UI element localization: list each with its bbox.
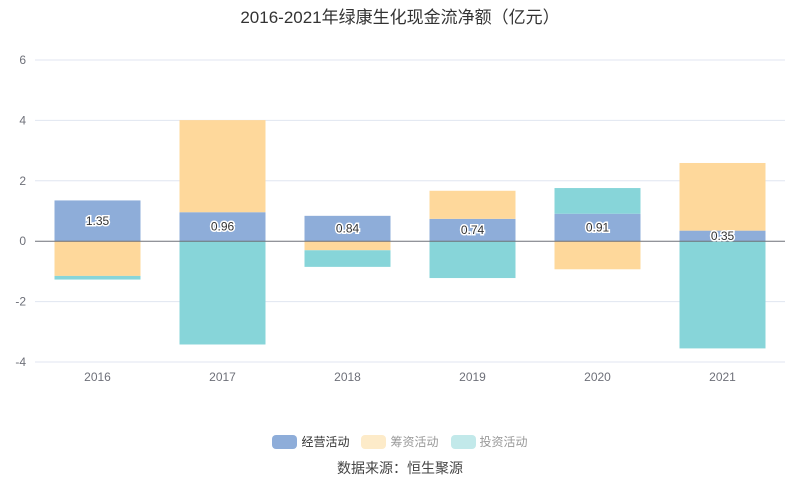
x-tick-label: 2017: [209, 370, 236, 384]
x-tick-label: 2020: [584, 370, 611, 384]
bar-0-2019: [429, 218, 516, 242]
bar-2-2019: [429, 241, 516, 279]
bar-1-2018: [304, 241, 391, 251]
legend-item[interactable]: 经营活动: [272, 433, 349, 450]
bar-1-2016: [54, 241, 141, 276]
x-tick-label: 2018: [334, 370, 361, 384]
x-tick-label: 2021: [709, 370, 736, 384]
data-label: 0.91: [586, 220, 610, 234]
legend-swatch: [272, 434, 298, 449]
data-label: 0.35: [711, 229, 735, 243]
data-label: 0.84: [336, 222, 360, 236]
data-label: 1.35: [86, 214, 110, 228]
bar-1-2020: [554, 241, 641, 270]
bar-1-2017: [179, 120, 266, 213]
legend-label: 经营活动: [301, 435, 350, 449]
bar-1-2019: [429, 190, 516, 219]
legend: 经营活动 筹资活动 投资活动: [0, 433, 800, 450]
bar-2-2017: [179, 241, 266, 345]
legend-swatch: [361, 434, 387, 449]
bar-0-2020: [554, 213, 641, 242]
legend-label: 投资活动: [479, 435, 528, 449]
data-source: 数据来源：恒生聚源: [337, 460, 463, 476]
y-tick-label: 6: [19, 53, 26, 67]
bar-0-2021: [679, 230, 766, 242]
y-tick-label: 2: [19, 174, 26, 188]
bar-2-2020: [554, 188, 641, 214]
legend-label: 筹资活动: [390, 435, 439, 449]
bar-2-2018: [304, 250, 391, 267]
y-tick-label: -4: [15, 355, 26, 369]
legend-item[interactable]: 筹资活动: [361, 433, 439, 450]
data-label: 0.96: [211, 220, 235, 234]
y-tick-label: 0: [19, 234, 26, 248]
bar-2-2021: [679, 241, 766, 349]
bar-1-2021: [679, 162, 766, 231]
plot-area: -4 -2 0 2 4 6 2016 2017 2018 2019 2020 2021 1.35 0.96…: [15, 53, 785, 384]
y-tick-label: 4: [19, 113, 26, 127]
bar-0-2018: [304, 215, 391, 242]
chart-title: 2016-2021年绿康生化现金流净额（亿元）: [240, 8, 560, 27]
bar-0-2017: [179, 212, 266, 242]
x-tick-label: 2016: [84, 370, 111, 384]
bar-0-2016: [54, 200, 141, 242]
y-tick-label: -2: [15, 295, 26, 309]
bar-2-2016: [54, 275, 141, 280]
x-tick-label: 2019: [459, 370, 486, 384]
legend-item[interactable]: 投资活动: [450, 433, 528, 450]
data-label: 0.74: [461, 223, 485, 237]
legend-swatch: [450, 434, 476, 449]
